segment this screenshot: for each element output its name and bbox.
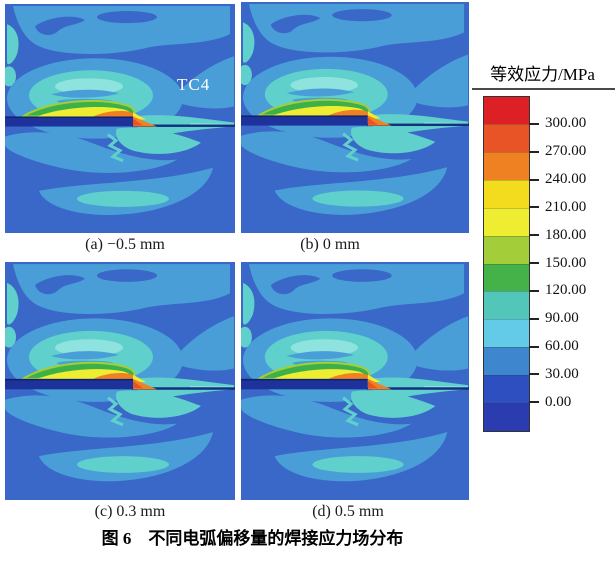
colorbar-band xyxy=(484,97,529,124)
tick-label: 210.00 xyxy=(545,198,587,215)
material-label-tc4: TC4 xyxy=(177,75,211,94)
colorbar-band xyxy=(484,123,529,152)
tick-mark xyxy=(529,122,539,125)
tick-mark xyxy=(529,345,539,348)
colorbar-band xyxy=(484,207,529,236)
tick-mark xyxy=(529,150,539,153)
contour-panel-d xyxy=(241,262,469,500)
colorbar-band xyxy=(484,403,529,432)
legend-title: 等效应力/MPa xyxy=(490,65,595,84)
tick-row: 90.00 xyxy=(529,305,586,333)
tick-mark xyxy=(529,401,539,404)
tick-label: 60.00 xyxy=(545,338,579,355)
legend-divider xyxy=(472,88,615,90)
tick-mark xyxy=(529,234,539,237)
tick-mark xyxy=(529,289,539,292)
tick-mark xyxy=(529,262,539,265)
colorbar-band xyxy=(484,347,529,376)
tick-label: 270.00 xyxy=(545,143,587,160)
tick-label: 30.00 xyxy=(545,365,579,382)
tick-label: 180.00 xyxy=(545,226,587,243)
panel-c-label: (c) 0.3 mm xyxy=(94,503,166,520)
tick-label: 150.00 xyxy=(545,254,587,271)
tick-mark xyxy=(529,373,539,376)
tick-row: 0.00 xyxy=(529,388,586,416)
tick-mark xyxy=(529,317,539,320)
stress-contour-plot-c xyxy=(5,262,235,500)
tick-label: 240.00 xyxy=(545,171,587,188)
contour-panel-a: TC4 xyxy=(5,4,235,233)
contour-panel-b xyxy=(241,2,469,233)
panel-d-label: (d) 0.5 mm xyxy=(312,503,384,520)
tick-row: 270.00 xyxy=(529,138,586,166)
tick-label: 120.00 xyxy=(545,282,587,299)
tick-row: 180.00 xyxy=(529,221,586,249)
colorbar-band xyxy=(484,291,529,320)
tick-row: 300.00 xyxy=(529,110,586,138)
tick-row: 150.00 xyxy=(529,249,586,277)
tick-row: 210.00 xyxy=(529,193,586,221)
figure-caption: 图 6 不同电弧偏移量的焊接应力场分布 xyxy=(101,529,404,548)
tick-row: 120.00 xyxy=(529,277,586,305)
tick-row: 30.00 xyxy=(529,360,586,388)
colorbar-band xyxy=(484,375,529,404)
colorbar-band xyxy=(484,179,529,208)
colorbar-band xyxy=(484,235,529,264)
stress-contour-plot-b xyxy=(241,2,469,233)
tick-label: 300.00 xyxy=(545,115,587,132)
colorbar-band xyxy=(484,263,529,292)
colorbar-band xyxy=(484,319,529,348)
colorbar xyxy=(483,96,530,432)
colorbar-ticks: 300.00 270.00 240.00 210.00 180.00 150.0… xyxy=(529,110,586,416)
tick-row: 240.00 xyxy=(529,166,586,194)
panel-a-label: (a) −0.5 mm xyxy=(85,236,165,253)
panel-b-label: (b) 0 mm xyxy=(300,236,360,253)
tick-row: 60.00 xyxy=(529,333,586,361)
tick-label: 0.00 xyxy=(545,393,572,410)
colorbar-band xyxy=(484,151,529,180)
stress-contour-plot-d xyxy=(241,262,469,500)
tick-mark xyxy=(529,178,539,181)
tick-mark xyxy=(529,206,539,209)
contour-panel-c xyxy=(5,262,235,500)
tick-label: 90.00 xyxy=(545,310,579,327)
stress-contour-plot-a xyxy=(5,4,235,233)
